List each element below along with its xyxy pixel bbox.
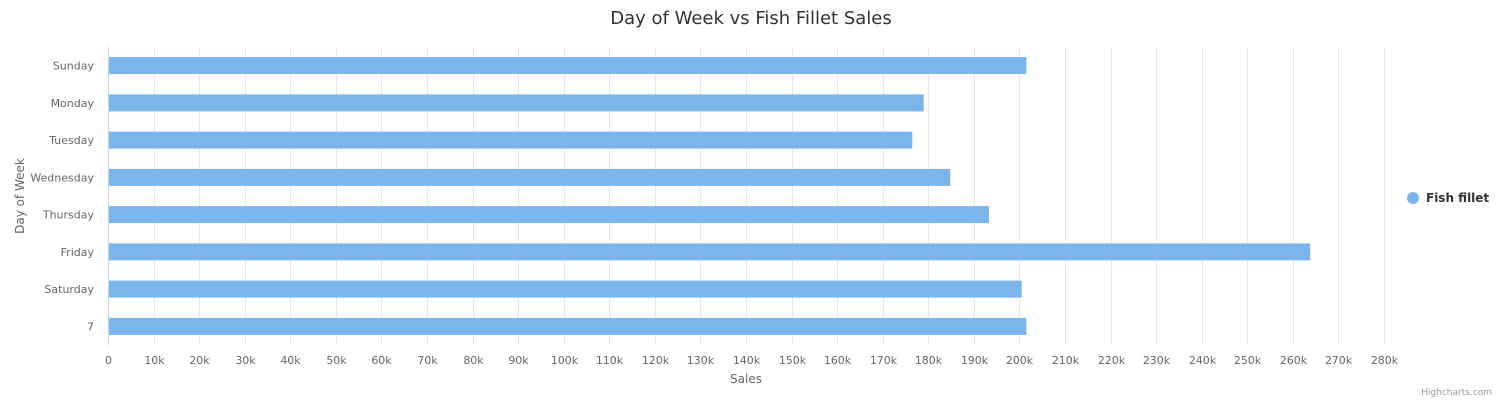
x-tick-label: 20k: [189, 354, 210, 367]
legend-item-label[interactable]: Fish fillet: [1426, 191, 1489, 205]
grid-lines: [108, 47, 1385, 345]
x-tick-label: 170k: [870, 354, 898, 367]
y-axis-title: Day of Week: [13, 158, 27, 234]
chart-title: Day of Week vs Fish Fillet Sales: [610, 8, 892, 29]
x-tick-label: 230k: [1143, 354, 1171, 367]
y-tick-label: Sunday: [53, 60, 95, 73]
x-tick-label: 220k: [1098, 354, 1126, 367]
legend[interactable]: Fish fillet: [1407, 191, 1489, 205]
bar[interactable]: [109, 280, 1022, 298]
x-tick-label: 50k: [326, 354, 347, 367]
x-tick-label: 180k: [915, 354, 943, 367]
x-tick-label: 120k: [642, 354, 670, 367]
x-tick-label: 210k: [1052, 354, 1080, 367]
bar[interactable]: [109, 243, 1311, 261]
x-tick-label: 0: [105, 354, 112, 367]
bar[interactable]: [109, 57, 1027, 75]
x-tick-label: 270k: [1325, 354, 1353, 367]
y-tick-label: Wednesday: [30, 171, 94, 184]
x-tick-label: 100k: [551, 354, 579, 367]
x-tick-label: 40k: [280, 354, 301, 367]
x-tick-label: 280k: [1371, 354, 1399, 367]
legend-marker-icon[interactable]: [1407, 192, 1419, 204]
y-tick-label: Saturday: [44, 283, 94, 296]
credits-link[interactable]: Highcharts.com: [1421, 388, 1492, 398]
y-tick-label: Friday: [61, 246, 95, 259]
bar[interactable]: [109, 168, 951, 186]
bar-series: [109, 57, 1311, 335]
bar[interactable]: [109, 206, 989, 224]
x-tick-label: 160k: [824, 354, 852, 367]
y-tick-label: Tuesday: [48, 134, 94, 147]
x-tick-label: 70k: [417, 354, 438, 367]
x-tick-label: 130k: [687, 354, 715, 367]
y-axis-labels: Sunday Monday Tuesday Wednesday Thursday Frid…: [30, 60, 94, 334]
x-tick-label: 260k: [1280, 354, 1308, 367]
x-tick-label: 190k: [961, 354, 989, 367]
x-tick-label: 60k: [371, 354, 392, 367]
x-tick-label: 90k: [508, 354, 529, 367]
bar[interactable]: [109, 94, 924, 112]
x-tick-label: 80k: [463, 354, 484, 367]
x-axis-labels: 0 10k 20k 30k 40k 50k 60k 70k 80k 90k 100k 110k 120k…: [105, 354, 1399, 367]
x-tick-label: 150k: [779, 354, 807, 367]
x-tick-label: 110k: [596, 354, 624, 367]
x-tick-label: 10k: [144, 354, 165, 367]
x-tick-label: 250k: [1234, 354, 1262, 367]
x-axis-title: Sales: [730, 372, 762, 386]
bar[interactable]: [109, 131, 913, 149]
x-tick-label: 140k: [733, 354, 761, 367]
bar[interactable]: [109, 317, 1027, 335]
x-tick-label: 240k: [1189, 354, 1217, 367]
y-tick-label: 7: [87, 320, 94, 333]
y-tick-label: Thursday: [42, 209, 95, 222]
x-tick-label: 30k: [235, 354, 256, 367]
y-tick-label: Monday: [51, 97, 95, 110]
x-tick-label: 200k: [1006, 354, 1034, 367]
